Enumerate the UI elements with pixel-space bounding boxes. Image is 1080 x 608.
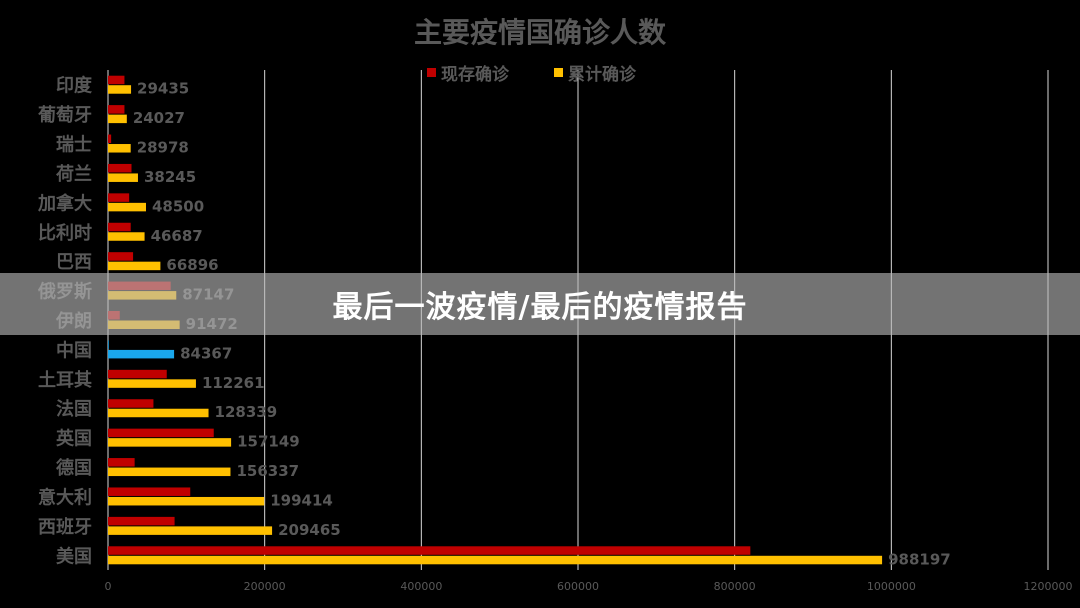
category-label: 德国 [56,457,92,479]
bar-series [108,75,883,565]
category-label: 巴西 [56,252,92,273]
data-label: 209465 [278,521,341,539]
category-label: 中国 [56,339,92,361]
bar-cumulative [108,408,209,418]
bar-cumulative [108,232,145,241]
bar-cumulative [108,261,161,271]
bar-current [108,546,751,555]
bar-current [108,487,191,496]
data-label: 46687 [151,227,203,245]
title-banner: 最后一波疫情/最后的疫情报告 [0,273,1080,335]
data-label: 48500 [152,197,204,215]
data-label: 84367 [180,344,232,362]
x-tick-label: 800000 [714,580,756,593]
bar-current [108,399,154,408]
bar-current [108,193,130,202]
legend-label: 现存确诊 [441,64,510,85]
category-label: 瑞士 [56,135,92,156]
data-label: 29435 [137,80,189,98]
legend-label: 累计确诊 [568,64,637,85]
bar-current [108,163,132,173]
x-tick-label: 600000 [557,580,599,593]
bar-cumulative [108,85,132,94]
bar-current [108,428,214,438]
bar-current [108,105,125,114]
data-label: 24027 [133,109,185,127]
bar-cumulative [108,438,232,447]
category-label: 荷兰 [56,163,92,185]
x-tick-label: 1200000 [1024,580,1073,593]
bar-cumulative [108,555,883,565]
category-label: 加拿大 [37,192,92,214]
legend-swatch [554,68,563,77]
bar-cumulative [108,114,127,124]
bar-current [108,458,135,467]
category-label: 英国 [55,428,92,450]
category-label: 比利时 [38,222,92,244]
category-label: 土耳其 [38,370,92,391]
x-tick-label: 0 [105,580,112,593]
legend-swatch [427,68,436,77]
bar-cumulative [108,202,146,212]
bar-current [108,516,175,526]
bar-current [108,222,131,232]
chart-title: 主要疫情国确诊人数 [414,16,667,49]
legend: 现存确诊 累计确诊 [427,64,637,85]
x-axis-ticks: 0 200000 400000 600000 800000 1000000 1200000 [105,580,1073,593]
data-label: 66896 [166,256,218,274]
data-label: 128339 [215,403,278,421]
bar-current [108,340,109,349]
bar-cumulative [108,173,138,182]
data-label: 38245 [144,168,196,186]
category-label: 法国 [56,398,92,420]
bar-current [108,75,125,85]
data-label: 199414 [270,491,333,509]
x-tick-label: 400000 [400,580,442,593]
bar-cumulative [108,349,175,359]
category-label: 美国 [56,545,92,567]
data-label: 157149 [237,433,300,451]
bar-cumulative [108,144,131,153]
x-tick-label: 1000000 [867,580,916,593]
data-label: 988197 [888,550,951,568]
category-label: 西班牙 [38,517,92,538]
category-label: 印度 [56,75,93,97]
bar-cumulative [108,467,231,477]
category-label: 意大利 [38,486,92,508]
bar-cumulative [108,526,273,535]
data-label: 156337 [236,462,299,480]
bar-current [108,369,167,379]
bar-current [108,252,134,261]
bar-cumulative [108,379,196,388]
banner-text: 最后一波疫情/最后的疫情报告 [332,290,748,325]
bar-current [108,134,112,144]
x-tick-label: 200000 [244,580,286,593]
bar-cumulative [108,496,265,506]
data-label: 112261 [202,374,265,392]
data-label: 28978 [137,139,189,157]
category-label: 葡萄牙 [37,104,92,126]
